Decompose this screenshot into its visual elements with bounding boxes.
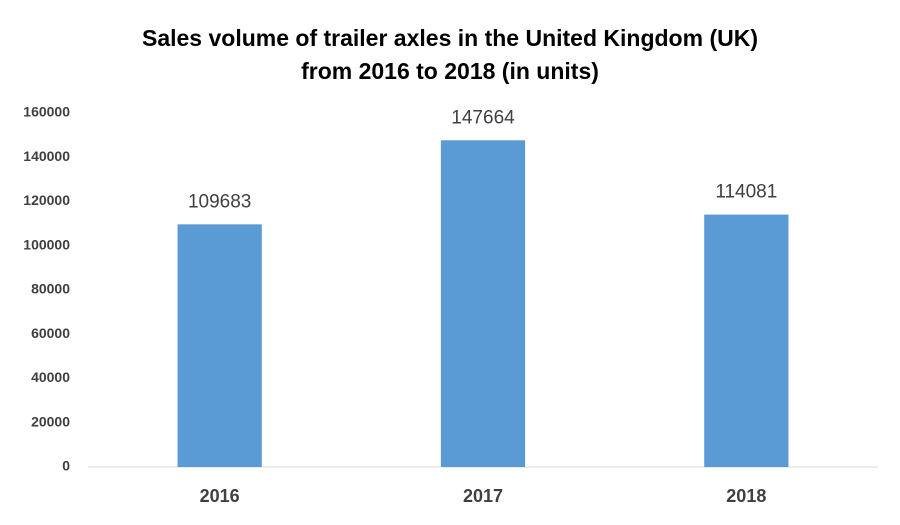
x-tick-label: 2018 (726, 486, 766, 506)
y-tick-label: 160000 (23, 104, 70, 120)
chart-title: from 2016 to 2018 (in units) (301, 58, 599, 84)
y-tick-label: 140000 (23, 148, 70, 164)
data-label: 147664 (451, 107, 515, 128)
y-tick-label: 20000 (31, 413, 70, 429)
y-tick-label: 40000 (31, 369, 70, 385)
data-label: 114081 (715, 182, 777, 203)
y-tick-label: 60000 (31, 325, 70, 341)
y-tick-label: 0 (62, 458, 70, 474)
x-tick-label: 2016 (200, 486, 240, 506)
data-label: 109683 (188, 191, 251, 212)
y-tick-label: 80000 (31, 281, 70, 297)
y-tick-label: 120000 (23, 192, 70, 208)
chart-title: Sales volume of trailer axles in the Uni… (142, 25, 758, 51)
bar (440, 140, 526, 467)
bar (704, 214, 789, 467)
x-tick-label: 2017 (463, 486, 503, 506)
bar (177, 224, 262, 467)
y-tick-label: 100000 (23, 236, 70, 252)
